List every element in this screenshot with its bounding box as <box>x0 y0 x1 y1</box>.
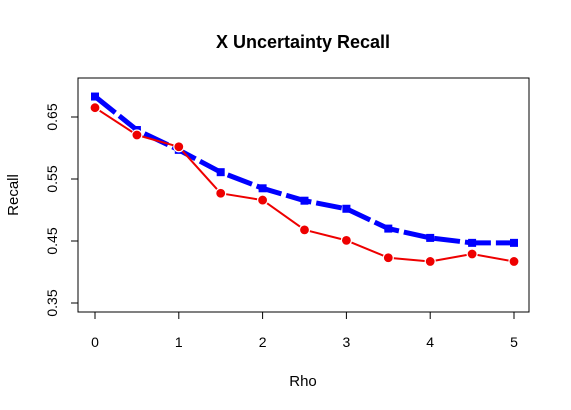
data-point <box>510 238 518 247</box>
y-tick-label: 0.45 <box>44 227 60 254</box>
data-point <box>131 129 143 141</box>
data-point <box>89 102 101 114</box>
data-point <box>257 194 269 206</box>
data-point <box>91 92 99 101</box>
series-2 <box>89 102 520 268</box>
y-axis-label: Recall <box>5 174 22 216</box>
data-point <box>384 224 393 233</box>
data-point <box>468 238 477 247</box>
y-tick-label: 0.35 <box>44 289 60 316</box>
data-point <box>216 168 225 177</box>
data-point <box>340 234 352 246</box>
series-1 <box>91 92 518 247</box>
data-point <box>508 255 520 268</box>
chart-title: X Uncertainty Recall <box>216 32 390 52</box>
data-point <box>426 233 435 242</box>
data-point <box>258 184 267 193</box>
x-tick-label: 0 <box>91 334 99 350</box>
y-tick-label: 0.55 <box>44 165 60 192</box>
data-point <box>300 196 309 205</box>
y-tick-label: 0.65 <box>44 103 60 130</box>
data-point <box>215 187 227 199</box>
data-point <box>342 204 351 213</box>
series-layer <box>89 92 520 268</box>
x-tick-label: 4 <box>426 334 434 350</box>
x-tick-label: 3 <box>343 334 351 350</box>
data-point <box>424 255 436 268</box>
data-point <box>382 252 394 264</box>
data-point <box>298 224 311 236</box>
data-point <box>466 248 478 260</box>
plot-frame <box>77 77 530 313</box>
series-1-line <box>93 94 514 246</box>
x-axis: 0 1 2 3 4 5 <box>91 311 518 350</box>
x-tick-label: 5 <box>510 334 518 350</box>
x-tick-label: 2 <box>259 334 267 350</box>
x-axis-label: Rho <box>289 373 317 390</box>
y-axis: 0.35 0.45 0.55 0.65 <box>44 103 79 317</box>
x-tick-label: 1 <box>175 334 183 350</box>
data-point <box>173 141 185 153</box>
